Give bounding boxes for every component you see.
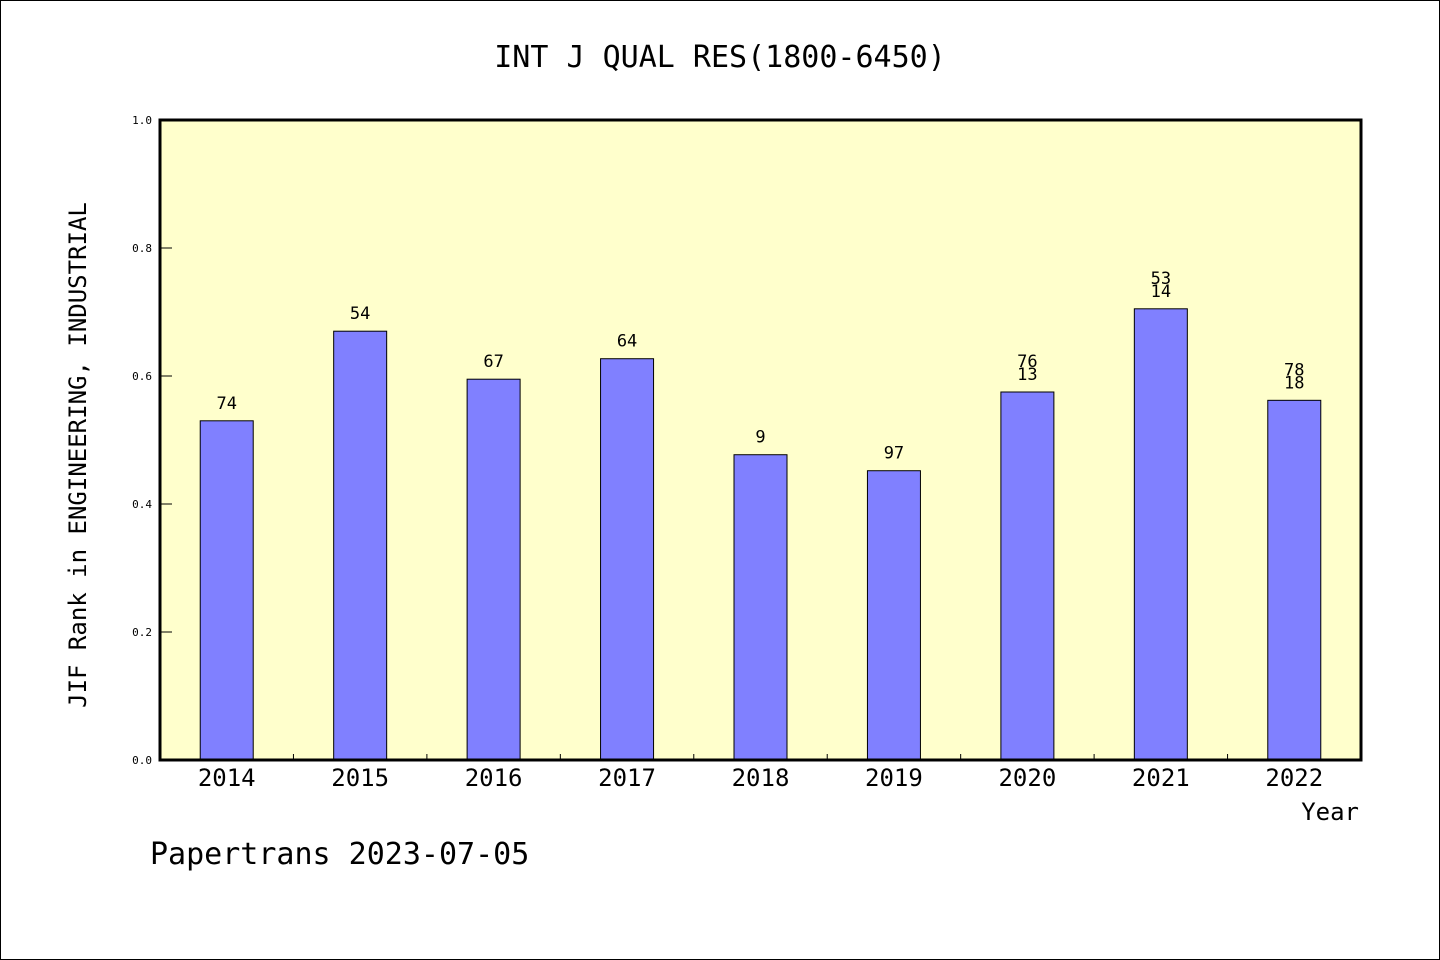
x-tick-label: 2016 <box>465 764 523 792</box>
bar-value-label: 53 <box>1151 269 1171 289</box>
x-tick-label: 2019 <box>865 764 923 792</box>
x-tick-label: 2018 <box>732 764 790 792</box>
bar-value-label: 13 <box>1017 365 1037 385</box>
y-tick-label: 0.2 <box>132 626 152 639</box>
y-axis-label: JIF Rank in ENGINEERING, INDUSTRIAL <box>64 202 92 708</box>
x-tick-label: 2014 <box>198 764 256 792</box>
bar-2022 <box>1267 399 1322 761</box>
bar-value-label: 76 <box>1017 352 1037 372</box>
footer-credit: Papertrans 2023-07-05 <box>150 837 529 872</box>
bar-value-label: 14 <box>1151 282 1171 302</box>
bar-value-label: 54 <box>350 304 370 324</box>
bar-value-label: 78 <box>1284 360 1304 380</box>
bar-2021 <box>1133 308 1188 761</box>
x-tick-label: 2020 <box>998 764 1056 792</box>
bar-value-label: 9 <box>755 428 765 448</box>
y-tick-label: 0.6 <box>132 370 152 383</box>
bar-value-label: 74 <box>216 394 236 414</box>
bar-value-label: 64 <box>617 332 637 352</box>
bar-2017 <box>600 358 655 761</box>
x-tick-label: 2022 <box>1265 764 1323 792</box>
y-tick-label: 0.4 <box>132 498 152 511</box>
bar-2020 <box>1000 391 1055 761</box>
x-tick-label: 2015 <box>331 764 389 792</box>
bar-2019 <box>866 470 921 761</box>
x-tick-label: 2021 <box>1132 764 1190 792</box>
plot-border <box>158 118 1363 762</box>
bar-2018 <box>733 454 788 761</box>
y-tick-label: 1.0 <box>132 114 152 127</box>
bar-2016 <box>466 378 521 761</box>
x-axis-label: Year <box>1301 798 1359 826</box>
bar-2014 <box>199 420 254 761</box>
y-tick-label: 0.8 <box>132 242 152 255</box>
bar-value-label: 67 <box>483 352 503 372</box>
x-tick-label: 2017 <box>598 764 656 792</box>
bar-value-label: 18 <box>1284 373 1304 393</box>
bar-2015 <box>333 330 388 761</box>
y-tick-label: 0.0 <box>132 754 152 767</box>
bar-value-label: 97 <box>884 444 904 464</box>
chart-title: INT J QUAL RES(1800-6450) <box>494 40 946 75</box>
